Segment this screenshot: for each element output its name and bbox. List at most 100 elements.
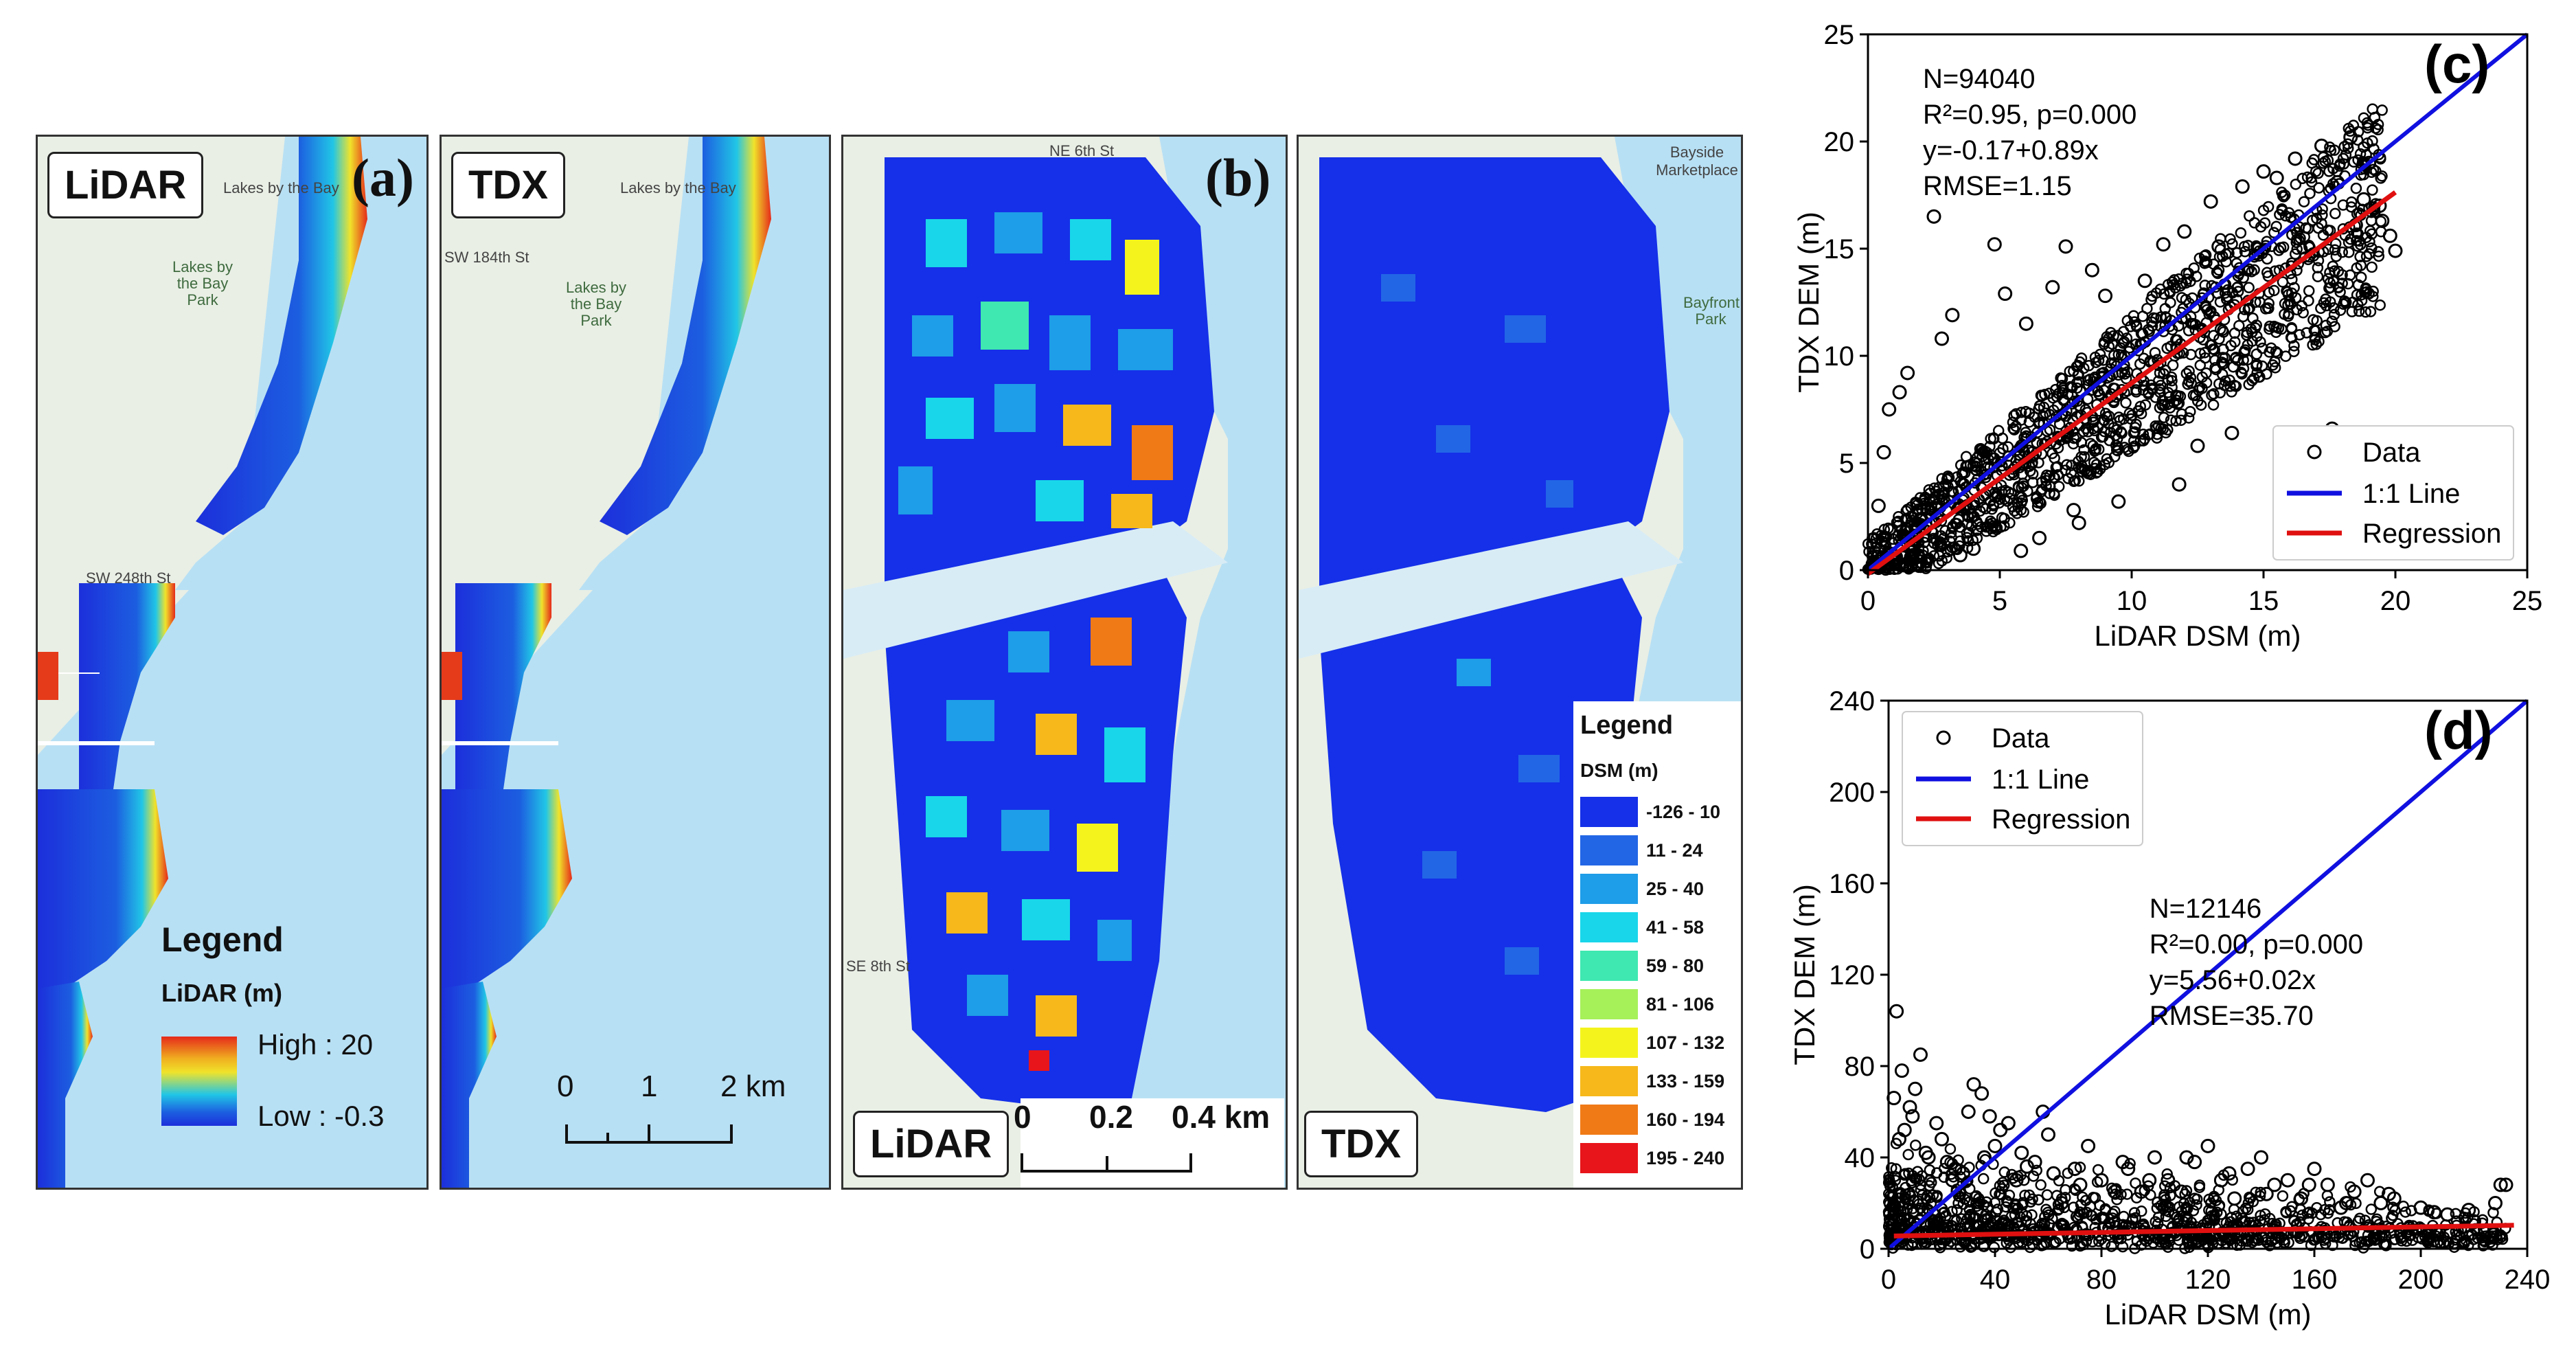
legend-b-swatch <box>1580 1143 1638 1173</box>
data-point <box>2152 1196 2163 1208</box>
stats-line: N=94040 <box>1923 64 2035 94</box>
data-point <box>2108 451 2121 463</box>
data-point <box>2322 154 2334 166</box>
data-point <box>2182 325 2195 337</box>
data-point <box>2008 424 2020 435</box>
data-point <box>2165 414 2177 426</box>
data-point <box>2162 424 2174 435</box>
scale-bar-b: 0 0.2 0.4 km <box>1014 1098 1284 1188</box>
data-point <box>2025 1196 2037 1208</box>
data-point <box>2344 269 2356 281</box>
data-point <box>1945 1173 1960 1188</box>
data-point <box>2094 376 2106 388</box>
data-point <box>2014 1220 2026 1232</box>
data-point <box>2129 426 2141 438</box>
data-point <box>2105 427 2117 438</box>
data-point <box>2326 315 2338 327</box>
data-point <box>1986 503 1998 515</box>
data-point <box>1978 469 1990 481</box>
plot-frame <box>1867 33 2529 572</box>
stats-line: RMSE=1.15 <box>1923 171 2072 201</box>
data-point <box>2061 459 2073 471</box>
data-point <box>2111 494 2126 509</box>
legend-b-swatch <box>1580 1066 1638 1096</box>
place-label: SW 248th St <box>86 569 171 587</box>
data-point <box>2009 1209 2021 1221</box>
data-point <box>2315 302 2327 315</box>
data-point <box>2026 1209 2038 1221</box>
data-point <box>2066 381 2078 394</box>
data-point <box>2232 354 2244 366</box>
panel-b-letter: (b) <box>1205 148 1271 207</box>
legend-b-swatch <box>1580 797 1638 827</box>
data-point <box>2174 1184 2189 1199</box>
data-point <box>2353 305 2365 317</box>
data-point <box>2011 1170 2024 1182</box>
legend-b-class-label: 11 - 24 <box>1646 839 1703 861</box>
data-point <box>2243 263 2255 275</box>
data-point <box>2298 196 2310 207</box>
data-point <box>2373 250 2385 262</box>
data-point <box>2069 475 2082 487</box>
data-point <box>2288 346 2300 357</box>
data-point <box>2248 249 2260 261</box>
data-point <box>2136 1206 2147 1217</box>
data-point <box>2250 348 2263 360</box>
data-point <box>1993 497 2005 509</box>
data-point <box>2373 1196 2389 1210</box>
data-point <box>2152 1218 2164 1230</box>
data-point <box>2294 329 2305 341</box>
data-point <box>1915 503 1928 515</box>
data-point <box>1876 444 1891 460</box>
data-point <box>2277 1190 2289 1202</box>
data-point <box>2166 375 2178 387</box>
data-point <box>1892 1187 1904 1199</box>
data-point <box>1932 1216 1944 1227</box>
data-point <box>1966 541 1981 556</box>
panel-b-lidar-map-graphic <box>843 137 1286 1188</box>
data-point <box>2255 336 2266 348</box>
data-point <box>2191 1199 2202 1211</box>
data-point <box>2340 297 2351 309</box>
data-point <box>2058 394 2070 407</box>
data-point <box>2375 213 2390 228</box>
data-point <box>1905 1109 1920 1124</box>
data-point <box>2362 155 2377 170</box>
data-point <box>2305 176 2318 188</box>
data-point <box>2081 1138 2096 1153</box>
data-point <box>2195 399 2207 411</box>
data-point <box>1996 512 2008 523</box>
data-point <box>1982 1201 1994 1213</box>
data-point <box>2367 184 2378 196</box>
data-point <box>1902 1148 1914 1161</box>
data-point <box>1979 1213 1992 1225</box>
data-point <box>2151 1202 2163 1214</box>
data-point <box>2214 296 2226 308</box>
data-point <box>2147 312 2160 324</box>
data-point <box>2199 352 2211 364</box>
data-point <box>2343 130 2358 145</box>
legend-marker-data <box>2307 444 2322 460</box>
data-point <box>1996 432 2009 444</box>
data-point <box>2056 373 2068 385</box>
data-point <box>2041 1189 2053 1201</box>
data-point <box>2363 248 2375 260</box>
data-point <box>2367 285 2379 297</box>
legend-b-swatch <box>1580 989 1638 1019</box>
scatter-chart-c: 0 5 10 15 20 25 0 5 10 15 20 25 LiDAR DSM (m) TDX DEM… <box>1792 20 2542 652</box>
data-point <box>1916 511 1928 523</box>
legend-b-swatch <box>1580 874 1638 904</box>
stats-line: R²=0.00, p=0.000 <box>2150 929 2363 960</box>
data-point <box>1884 1177 1896 1189</box>
scale-bar-a: 0 1 2 km <box>557 1070 786 1166</box>
legend-b-subtitle: DSM (m) <box>1580 760 1659 781</box>
legend-a: Legend LiDAR (m) High : 20 Low : -0.3 <box>161 920 384 1132</box>
data-point <box>2310 166 2322 177</box>
data-point <box>2324 1196 2336 1208</box>
scale-a-tick-2: 2 km <box>720 1070 786 1103</box>
legend-label: Regression <box>1992 804 2130 835</box>
legend-b-class: 107 - 132 <box>1580 1023 1735 1062</box>
data-point <box>2164 1181 2176 1194</box>
data-point <box>2303 285 2315 297</box>
data-point <box>2020 1159 2034 1174</box>
